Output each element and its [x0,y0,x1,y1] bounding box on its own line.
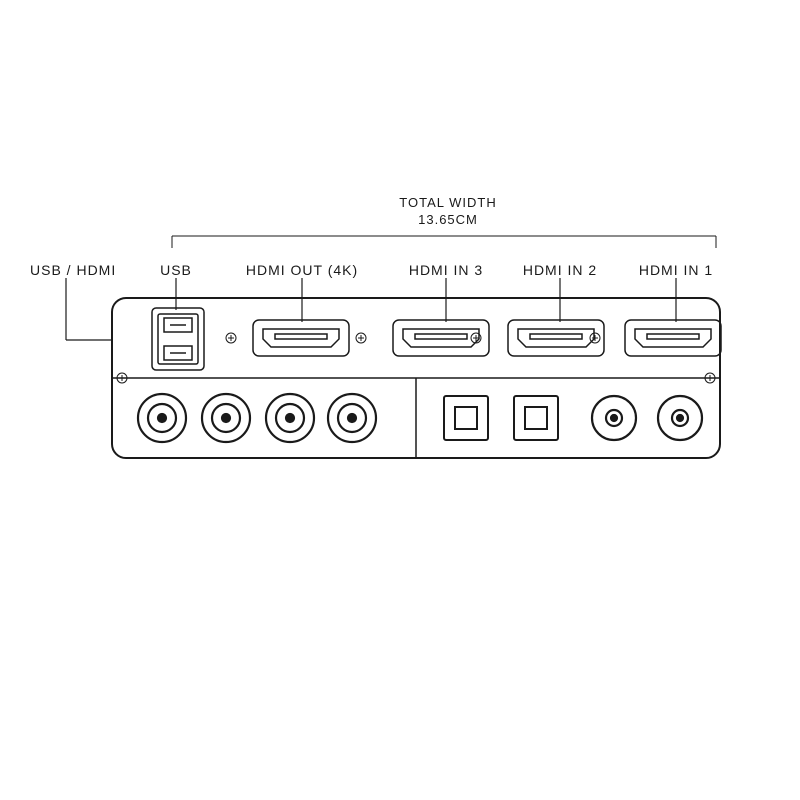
diagram-svg [0,0,800,800]
audio-jack-icon [592,396,636,440]
audio-jacks-left [138,394,376,442]
optical-ports [444,396,558,440]
screw-icon [226,333,236,343]
audio-jack-icon [328,394,376,442]
audio-jack-icon [266,394,314,442]
usb-port-icon [152,308,204,370]
diagram-canvas: TOTAL WIDTH 13.65CM USB / HDMI USB HDMI … [0,0,800,800]
audio-jack-icon [138,394,186,442]
screw-icon [356,333,366,343]
hdmi-port-icon [625,320,721,356]
optical-port-icon [514,396,558,440]
audio-jack-icon [658,396,702,440]
hdmi-ports [253,320,721,356]
optical-port-icon [444,396,488,440]
hdmi-port-icon [253,320,349,356]
audio-jack-icon [202,394,250,442]
side-leader [66,278,112,340]
port-leaders [176,278,676,322]
dimension-bracket [172,236,716,248]
audio-jacks-right [592,396,702,440]
